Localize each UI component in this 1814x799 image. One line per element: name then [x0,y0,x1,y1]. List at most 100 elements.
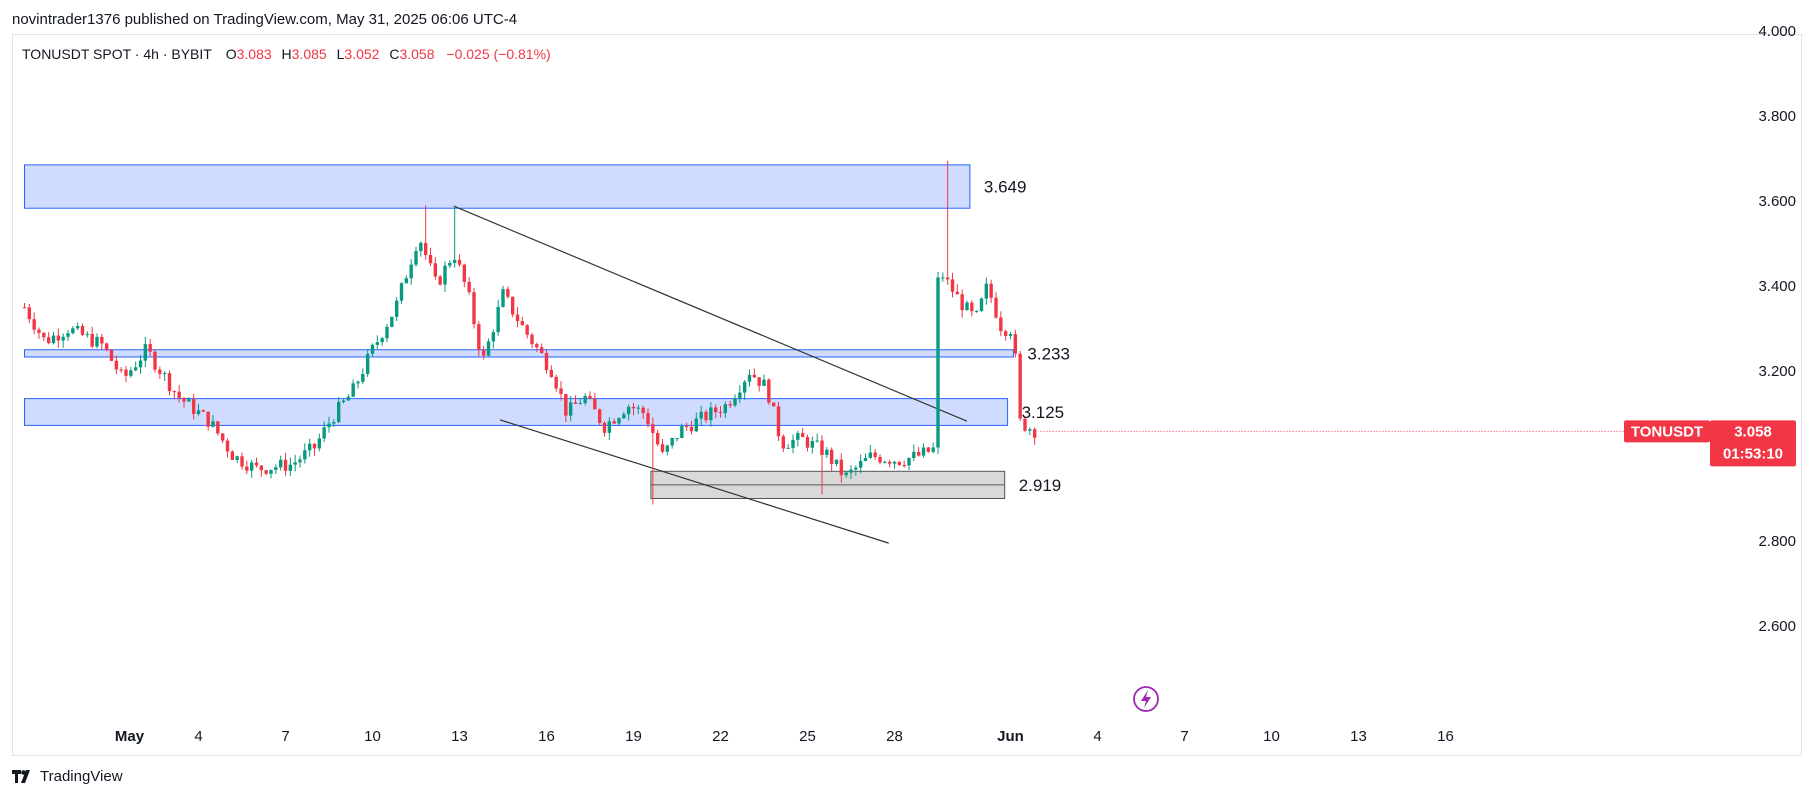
candle-body [974,310,979,312]
candle-body [235,456,239,460]
candle-body [167,373,172,392]
candles-layer [22,160,1037,505]
x-axis-tick-label: 4 [1093,728,1101,745]
candle-body [965,302,969,311]
candle-body [346,396,351,401]
legend-low-value: 3.052 [344,46,380,62]
candle-body [897,461,902,465]
price-tag-layer: TONUSDT 3.058 01:53:10 [1040,420,1796,467]
candle-body [85,333,90,335]
candle-body [472,292,476,325]
candle-body [747,374,752,382]
candle-body [651,424,655,433]
candle-body [597,409,602,423]
candle-body [694,418,699,432]
candle-body [327,423,331,428]
candle-body [854,467,858,470]
candle-body [491,332,496,342]
candle-body [907,457,911,466]
legend-open-label: O [225,46,237,62]
candle-body [713,407,718,413]
price-zone [24,349,1014,358]
candle-body [298,459,302,463]
candle-body [486,341,491,356]
candle-body [829,449,834,464]
candle-body [887,461,892,464]
candle-body [612,421,616,424]
candle-body [27,307,32,320]
x-axis-tick-label: 13 [1350,728,1367,745]
candle-body [646,413,650,425]
candle-body [133,367,138,371]
tradingview-logo[interactable]: TradingView [12,768,123,785]
candle-body [467,281,471,293]
candle-body [249,462,254,471]
candle-body [771,402,776,407]
candle-body [414,251,418,265]
candle-body [278,459,283,468]
legend-symbol: TONUSDT SPOT · 4h · BYBIT [22,46,212,62]
candle-body [312,443,317,449]
candle-body [588,395,592,399]
candle-body [820,440,824,455]
candle-body [883,461,887,463]
tradingview-brand: TradingView [40,768,123,785]
candle-body [800,433,805,438]
candle-body [902,464,906,466]
candle-body [742,381,747,393]
candle-body [90,333,94,347]
candle-body [259,465,264,471]
candle-body [535,344,539,348]
candle-body [404,278,409,284]
candle-body [931,447,935,452]
x-axis-tick-label: 16 [1437,728,1454,745]
candle-body [307,443,312,451]
candle-body [245,466,249,471]
candle-body [75,325,80,329]
candle-body [1008,334,1013,336]
candle-body [912,451,916,458]
candle-body [699,411,703,419]
candle-body [390,316,394,327]
trendline [453,205,968,422]
candle-body [452,259,457,263]
price-zone [24,164,971,209]
candle-body [791,439,795,448]
candle-body [936,277,940,448]
candle-body [1018,353,1022,419]
candle-body [718,412,723,414]
candle-body [573,402,578,404]
candle-body [100,336,104,344]
candle-body [970,302,974,312]
candle-body [955,291,960,295]
x-axis-tick-label: 7 [1180,728,1188,745]
candle-body [124,369,128,376]
candle-body [206,411,210,427]
candle-body [844,472,848,476]
candle-body [51,335,56,344]
symbol-legend: TONUSDT SPOT · 4h · BYBIT O3.083 H3.085 … [22,46,551,62]
candle-body [680,426,684,438]
candle-body [380,338,384,343]
y-axis-tick-label: 3.600 [1758,193,1796,210]
candle-body [481,349,486,356]
candle-body [675,437,679,439]
candle-body [177,391,181,398]
candle-body [738,392,742,399]
candle-body [182,397,186,402]
candle-body [568,402,573,416]
candle-body [786,447,790,449]
candle-body [564,393,568,416]
candle-body [22,307,27,309]
candle-body [757,377,761,386]
candle-body [394,300,399,317]
candle-body [409,264,413,279]
x-axis-tick-label: 4 [194,728,202,745]
candle-body [539,347,544,354]
candle-body [941,277,945,279]
candle-body [660,444,665,452]
candle-body [104,343,109,350]
candle-body [196,410,201,415]
candle-body [892,461,897,464]
